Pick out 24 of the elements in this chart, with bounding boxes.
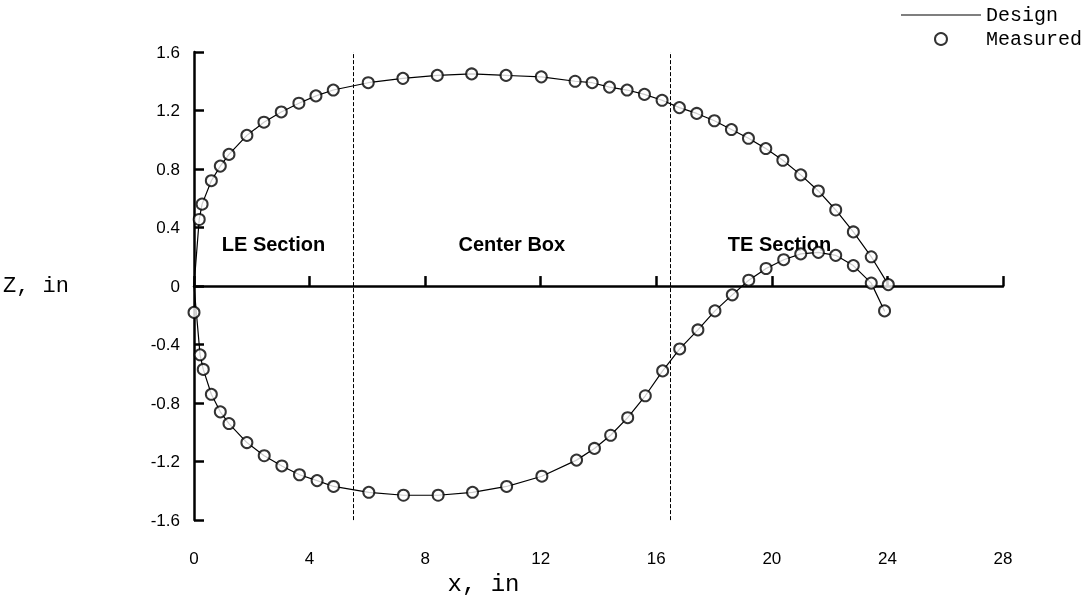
x-tick-label: 12: [531, 549, 551, 569]
annotation: Center Box: [458, 233, 566, 255]
y-tick-label: 1.2: [156, 101, 181, 121]
x-tick-label: 0: [189, 549, 199, 569]
y-tick-label: -0.4: [150, 335, 181, 355]
y-tick-label: 1.6: [156, 42, 181, 62]
x-tick-label: 4: [304, 549, 315, 569]
x-axis-title: x, in: [447, 570, 520, 598]
legend-label: Measured: [985, 27, 1082, 51]
x-tick-label: 8: [420, 549, 430, 569]
x-tick-label: 24: [877, 549, 897, 569]
x-tick-label: 16: [646, 549, 666, 569]
y-tick-label: -0.8: [150, 393, 181, 413]
x-tick-label: 28: [993, 549, 1013, 569]
y-tick-label: 0.8: [156, 159, 181, 179]
annotation: TE Section: [727, 233, 832, 255]
annotation: LE Section: [221, 233, 326, 255]
y-tick-label: -1.2: [150, 452, 181, 472]
legend-label: Design: [985, 3, 1058, 27]
y-axis-title: Z, in: [3, 273, 70, 299]
y-tick-label: -1.6: [150, 510, 181, 530]
y-tick-label: 0.4: [156, 218, 181, 238]
x-tick-label: 20: [762, 549, 782, 569]
y-tick-label: 0: [170, 276, 181, 296]
